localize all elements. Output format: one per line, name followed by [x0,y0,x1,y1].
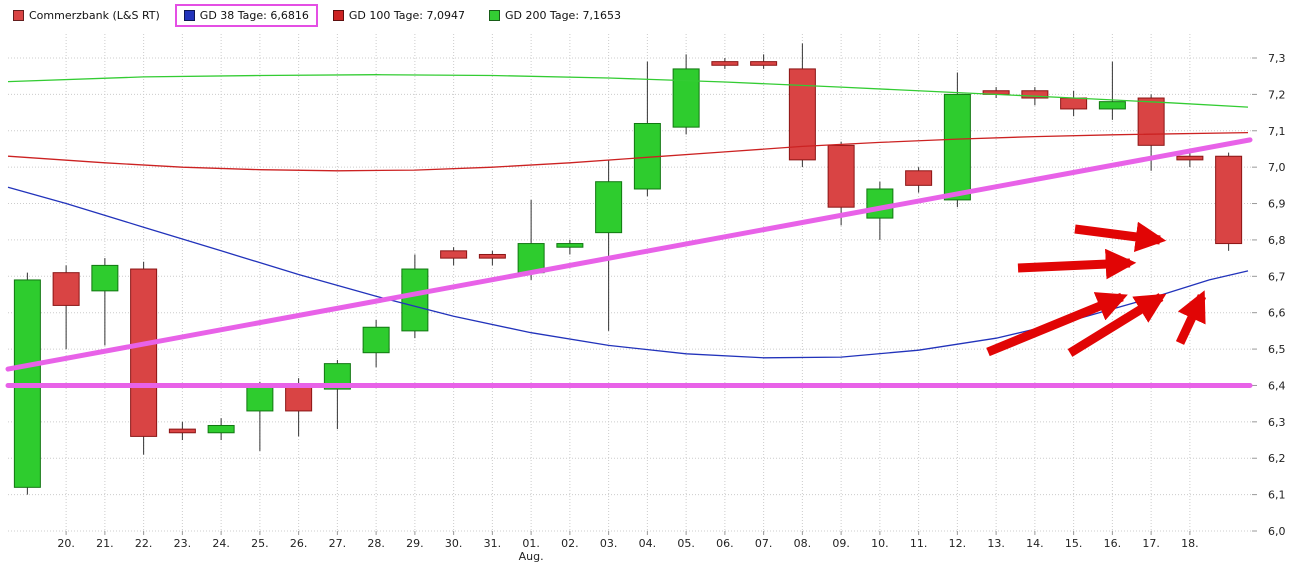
candle-body [52,272,80,306]
candle-body [285,384,313,412]
candle-body [517,243,545,274]
candle-body [168,428,196,434]
annotation-arrow-icon [1017,248,1137,280]
y-axis-label: 7,0 [1268,161,1286,174]
candle-body [943,93,971,201]
y-axis-label: 7,1 [1268,125,1286,138]
x-axis-label: 30. [445,537,463,550]
candle-body [246,384,274,412]
candle-body [556,243,584,248]
candle-body [91,264,119,292]
x-axis-label: 28. [367,537,385,550]
candle-body [788,68,816,161]
x-axis-label: 02. [561,537,579,550]
x-axis-label: 10. [871,537,889,550]
candle-body [207,424,235,434]
ma-line-gd100 [7,131,1249,172]
x-axis-label: 06. [716,537,734,550]
x-axis-label: 22. [135,537,153,550]
candle-body [1176,155,1204,161]
x-axis-label: 12. [949,537,967,550]
candle-body [827,144,855,208]
x-axis-label: 18. [1181,537,1199,550]
y-axis-label: 6,2 [1268,452,1286,465]
legend-label-gd100: GD 100 Tage: 7,0947 [348,9,465,22]
candle-body [1098,101,1126,110]
legend-label-gd38: GD 38 Tage: 6,6816 [199,9,309,22]
x-axis-label: 01. [522,537,540,550]
y-axis-label: 6,9 [1268,198,1286,211]
x-axis-label: 08. [794,537,812,550]
legend-item-gd200[interactable]: GD 200 Tage: 7,1653 [480,4,630,27]
candle-body [1021,90,1049,99]
annotation-arrow-icon [1074,221,1167,253]
x-axis-label: 31. [484,537,502,550]
candle-body [478,253,506,259]
series-swatch-gd100-icon [332,10,344,21]
legend-label-gd200: GD 200 Tage: 7,1653 [504,9,622,22]
legend-item-commerzbank[interactable]: Commerzbank (L&S RT) [4,4,169,27]
x-axis-label: 17. [1142,537,1160,550]
candle-body [905,170,933,186]
candle-body [595,181,623,234]
candle-body [750,61,778,66]
annotation-arrow-icon [1175,290,1207,345]
x-axis-label: 27. [329,537,347,550]
x-axis-label: 13. [987,537,1005,550]
candle-body [672,68,700,128]
chart-legend: Commerzbank (L&S RT) GD 38 Tage: 6,6816 … [4,4,630,27]
series-swatch-gd38-icon [183,10,195,21]
series-swatch-commerzbank-icon [13,10,24,21]
legend-item-gd38[interactable]: GD 38 Tage: 6,6816 [174,4,318,27]
candle-body [401,268,429,332]
x-axis-label: 14. [1026,537,1044,550]
x-axis-label: 16. [1104,537,1122,550]
x-axis-label: 04. [639,537,657,550]
y-axis-label: 6,4 [1268,379,1286,392]
ma-line-gd38 [7,186,1249,359]
annotation-arrow-icon [986,292,1128,357]
candle-body [1060,97,1088,110]
legend-label-commerzbank: Commerzbank (L&S RT) [29,9,160,22]
legend-item-gd100[interactable]: GD 100 Tage: 7,0947 [324,4,474,27]
x-axis-label: 09. [832,537,850,550]
ma-line-gd200 [7,74,1249,108]
y-axis-label: 6,0 [1268,525,1286,538]
candle-body [130,268,158,437]
candle-body [1137,97,1165,146]
x-axis-month-label: Aug. [519,550,544,563]
candle-body [866,188,894,219]
y-axis-label: 6,7 [1268,270,1286,283]
x-axis-label: 07. [755,537,773,550]
y-axis-label: 7,2 [1268,88,1286,101]
y-axis-label: 6,1 [1268,489,1286,502]
x-axis-label: 20. [57,537,75,550]
y-axis-label: 6,5 [1268,343,1286,356]
x-axis-label: 24. [212,537,230,550]
candle-body [362,326,390,354]
candle-body [711,61,739,66]
x-axis-label: 23. [174,537,192,550]
trend-line [5,137,1253,372]
x-axis-label: 26. [290,537,308,550]
y-axis-label: 6,8 [1268,234,1286,247]
series-swatch-gd200-icon [488,10,500,21]
candle-body [1215,155,1243,245]
x-axis-label: 03. [600,537,618,550]
candle-body [440,250,468,259]
x-axis-label: 15. [1065,537,1083,550]
y-axis-label: 6,6 [1268,307,1286,320]
x-axis-label: 29. [406,537,424,550]
y-axis-label: 6,3 [1268,416,1286,429]
annotation-arrow-icon [1067,293,1167,357]
x-axis-label: 05. [677,537,695,550]
x-axis-label: 25. [251,537,269,550]
y-axis-label: 7,3 [1268,52,1286,65]
x-axis-label: 11. [910,537,928,550]
x-axis-label: 21. [96,537,114,550]
